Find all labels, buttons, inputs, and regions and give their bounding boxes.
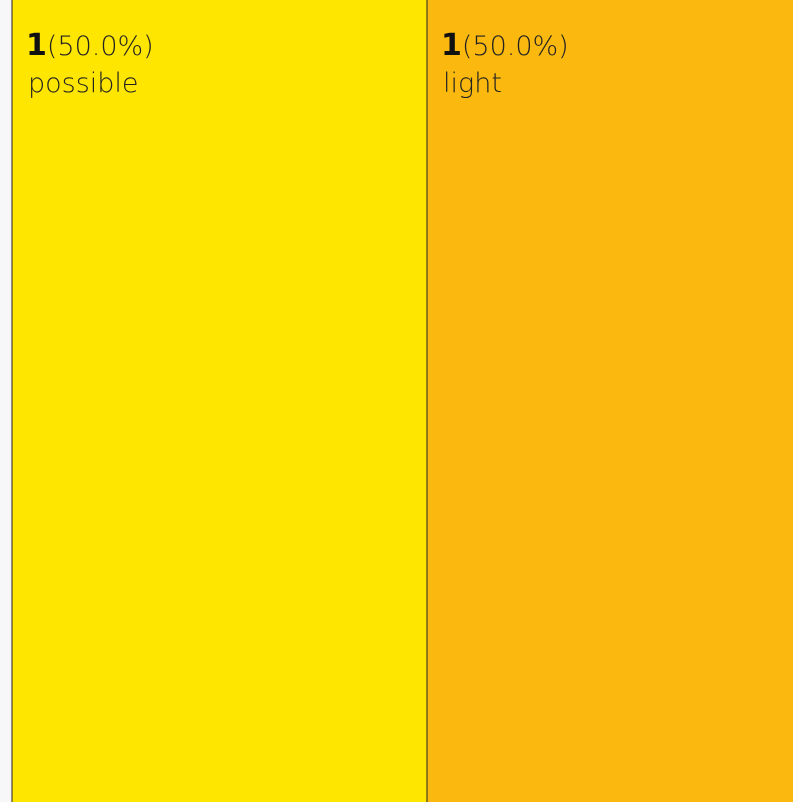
cell-value-label: 1(50.0%)	[26, 28, 154, 63]
treemap-cell	[11, 0, 428, 802]
cell-value: 1	[441, 28, 462, 63]
cell-value-label: 1(50.0%)	[441, 28, 569, 63]
cell-share: (50.0%)	[462, 31, 569, 62]
cell-share: (50.0%)	[47, 31, 154, 62]
cell-category: light	[443, 68, 502, 99]
cell-value: 1	[26, 28, 47, 63]
treemap-cell	[426, 0, 793, 802]
cell-category: possible	[28, 68, 139, 99]
